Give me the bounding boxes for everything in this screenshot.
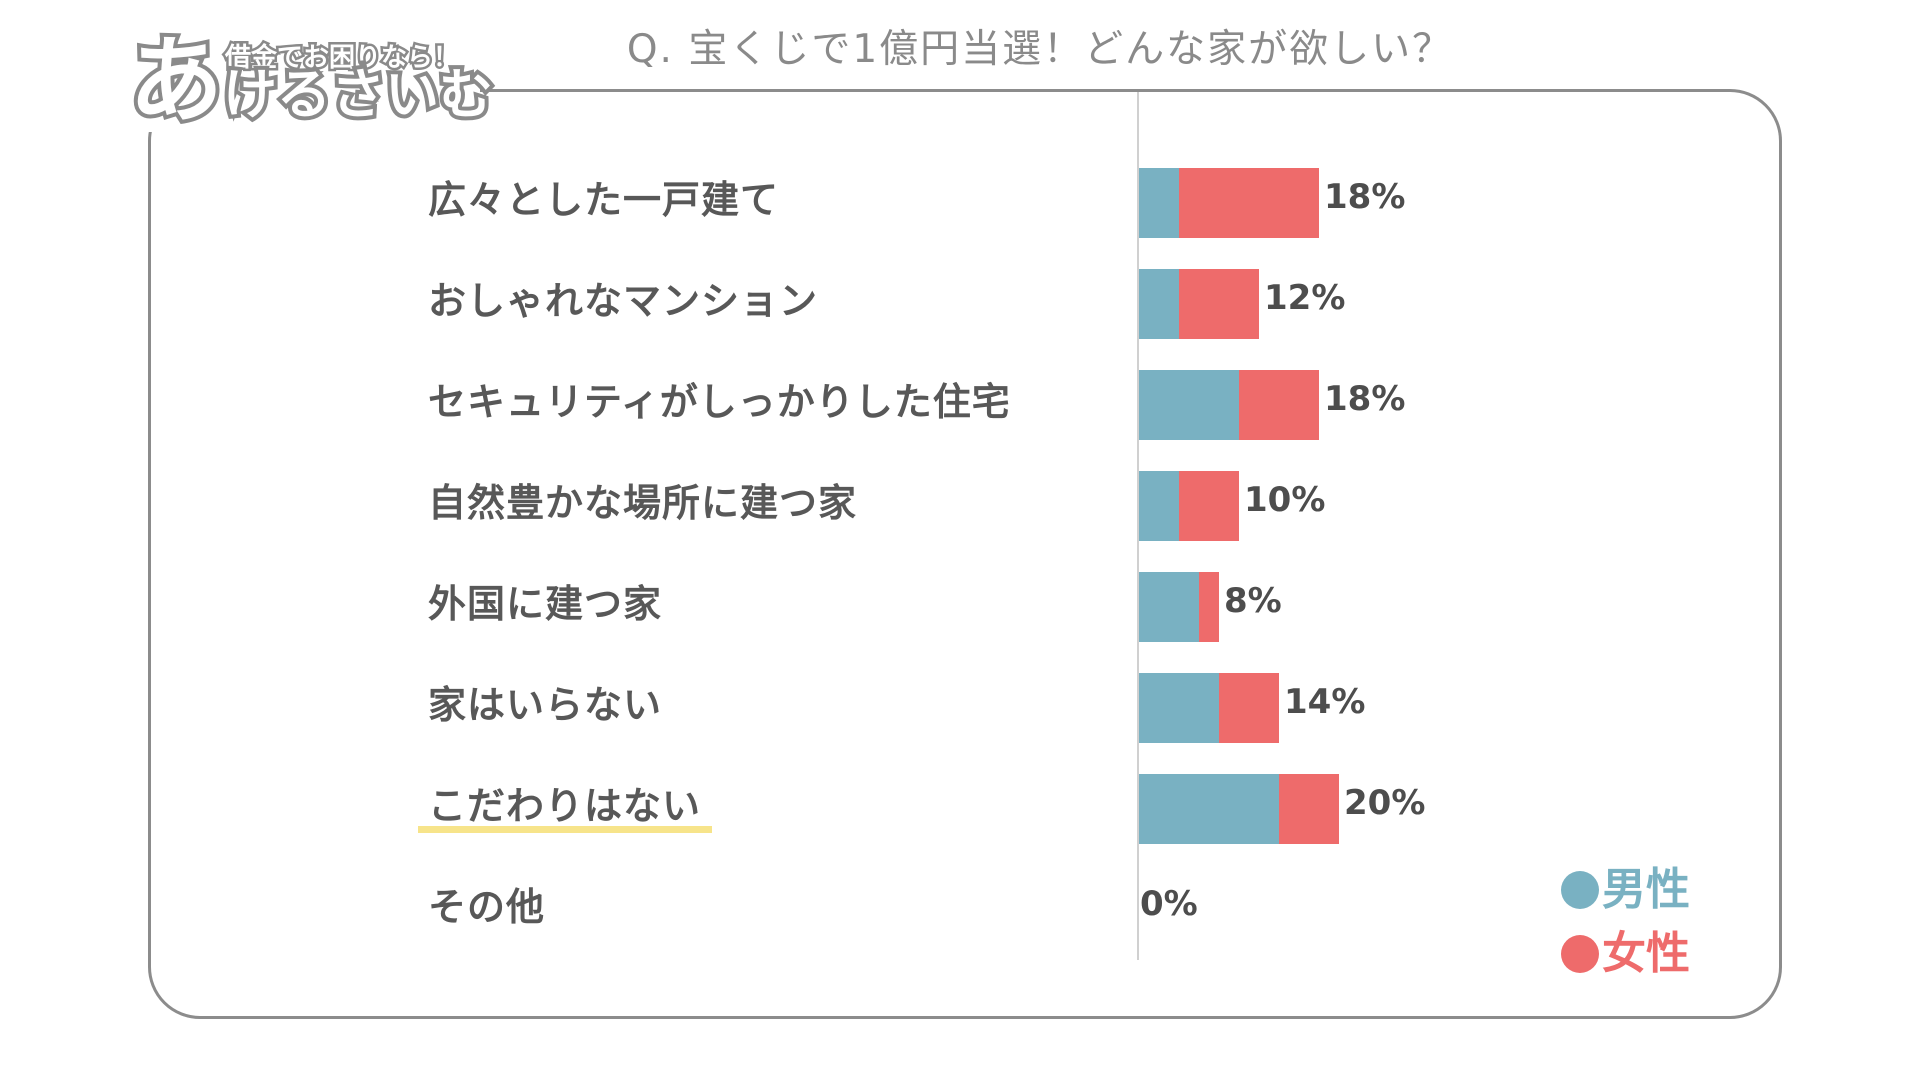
chart-baseline-axis: [1137, 92, 1139, 960]
total-value-label: 18%: [1324, 177, 1406, 217]
legend-label-female: 女性: [1602, 928, 1690, 979]
total-value-label: 20%: [1344, 783, 1426, 823]
male-bar-segment: [1139, 774, 1279, 844]
male-bar-segment: [1139, 471, 1179, 541]
category-label: 広々とした一戸建て: [428, 178, 780, 222]
category-label: 外国に建つ家: [428, 582, 663, 626]
legend-dot-female: [1561, 935, 1599, 973]
total-value-label: 0%: [1140, 884, 1198, 924]
brand-logo: 借金でお困りなら！ あけるさいむ: [118, 23, 497, 140]
male-bar-segment: [1139, 370, 1239, 440]
total-value-label: 8%: [1224, 581, 1282, 621]
category-label: おしゃれなマンション: [428, 279, 819, 323]
category-label: 自然豊かな場所に建つ家: [428, 481, 858, 525]
total-value-label: 18%: [1324, 379, 1406, 419]
total-value-label: 10%: [1244, 480, 1326, 520]
chart-title: Q. 宝くじで1億円当選！どんな家が欲しい？: [626, 27, 1454, 72]
chart-frame: [148, 89, 1782, 1019]
female-bar-segment: [1279, 774, 1339, 844]
male-bar-segment: [1139, 572, 1199, 642]
legend-label-male: 男性: [1602, 864, 1690, 915]
category-label: その他: [428, 885, 546, 929]
female-bar-segment: [1239, 370, 1319, 440]
female-bar-segment: [1179, 269, 1259, 339]
logo-tagline: 借金でお困りなら！: [222, 43, 461, 74]
female-bar-segment: [1219, 673, 1279, 743]
logo-name: あけるさいむ: [125, 23, 497, 140]
legend-item-male: 男性: [1561, 868, 1690, 912]
female-bar-segment: [1179, 168, 1319, 238]
female-bar-segment: [1179, 471, 1239, 541]
male-bar-segment: [1139, 673, 1219, 743]
male-bar-segment: [1139, 269, 1179, 339]
female-bar-segment: [1199, 572, 1219, 642]
total-value-label: 14%: [1284, 682, 1366, 722]
male-bar-segment: [1139, 168, 1179, 238]
legend-dot-male: [1561, 871, 1599, 909]
category-label: セキュリティがしっかりした住宅: [428, 380, 1011, 424]
total-value-label: 12%: [1264, 278, 1346, 318]
legend-item-female: 女性: [1561, 932, 1690, 976]
category-label: こだわりはない: [417, 784, 713, 833]
category-label: 家はいらない: [428, 683, 663, 727]
